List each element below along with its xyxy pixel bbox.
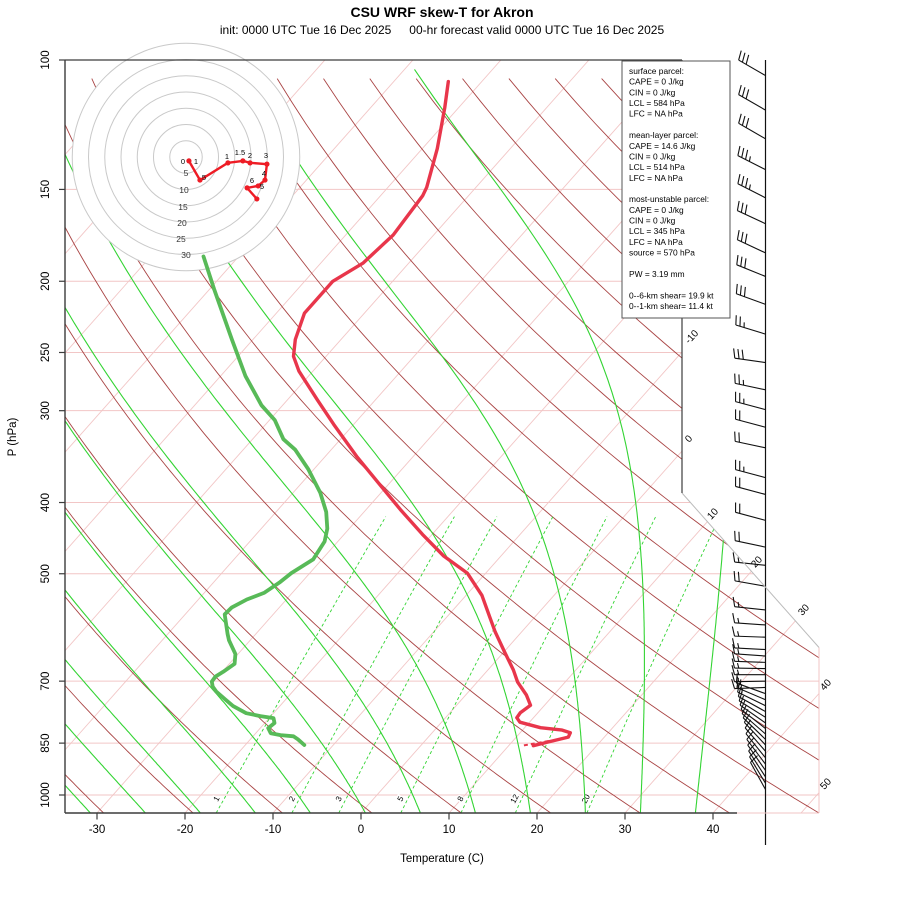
hodograph-height-label: 5: [260, 182, 264, 191]
y-tick-label: 150: [40, 180, 52, 199]
hodograph-point: [186, 158, 191, 163]
hodograph-height-label: 0: [181, 157, 185, 166]
hodograph-height-label: 1: [194, 157, 198, 166]
parcel-info-line: CAPE = 14.6 J/kg: [629, 141, 696, 151]
parcel-info-line: mean-layer parcel:: [629, 130, 698, 140]
x-tick-label: -20: [177, 824, 194, 836]
x-tick-label: 10: [443, 824, 456, 836]
parcel-info-line: CAPE = 0 J/kg: [629, 205, 684, 215]
x-tick-label: -10: [265, 824, 282, 836]
y-axis-label: P (hPa): [7, 417, 19, 456]
hodograph-point: [245, 185, 250, 190]
y-tick-label: 1000: [40, 782, 52, 808]
chart-subtitle: init: 0000 UTC Tue 16 Dec 2025 00-hr for…: [220, 23, 665, 37]
hodograph-ring-label: 20: [177, 218, 187, 228]
hodograph-ring-label: 10: [179, 185, 189, 195]
hodograph-height-label: 1: [225, 152, 229, 161]
y-tick-label: 100: [40, 50, 52, 69]
x-tick-label: -30: [89, 824, 106, 836]
wind-barb-half-feather: [741, 684, 742, 689]
parcel-info-line: PW = 3.19 mm: [629, 269, 685, 279]
parcel-info-line: source = 570 hPa: [629, 248, 695, 258]
hodograph-height-label: 6: [250, 176, 254, 185]
x-tick-label: 30: [619, 824, 632, 836]
hodograph-ring-label: 30: [181, 250, 191, 260]
y-tick-label: 200: [40, 272, 52, 291]
hodograph-height-label: 3: [264, 151, 268, 160]
parcel-info-line: LFC = NA hPa: [629, 173, 683, 183]
y-tick-label: 500: [40, 564, 52, 583]
parcel-info-line: LCL = 345 hPa: [629, 226, 685, 236]
parcel-info-line: LFC = NA hPa: [629, 109, 683, 119]
hodograph-height-label: 1.5: [235, 148, 245, 157]
parcel-info-line: 0--6-km shear= 19.9 kt: [629, 290, 714, 300]
hodograph-ring-label: 15: [178, 202, 188, 212]
y-tick-label: 700: [40, 672, 52, 691]
hodograph-point: [247, 160, 252, 165]
parcel-info-line: CIN = 0 J/kg: [629, 87, 676, 97]
hodograph-height-label: 4: [262, 169, 266, 178]
y-tick-label: 400: [40, 493, 52, 512]
hodograph-ring-label: 5: [184, 168, 189, 178]
y-tick-label: 300: [40, 401, 52, 420]
parcel-info-line: surface parcel:: [629, 66, 684, 76]
hodograph-ring-label: 25: [176, 234, 186, 244]
wind-barb-shaft: [735, 668, 766, 669]
x-tick-label: 40: [707, 824, 720, 836]
parcel-info-line: LFC = NA hPa: [629, 237, 683, 247]
hodograph-height-label: 2: [248, 151, 252, 160]
x-tick-label: 0: [358, 824, 364, 836]
chart-title: CSU WRF skew-T for Akron: [350, 4, 533, 20]
hodograph-height-label: 5: [202, 173, 206, 182]
x-axis-label: Temperature (C): [400, 853, 484, 865]
parcel-info-line: LCL = 584 hPa: [629, 98, 685, 108]
hodograph-point: [264, 162, 269, 167]
parcel-info-line: LCL = 514 hPa: [629, 162, 685, 172]
hodograph-point: [254, 196, 259, 201]
hodograph-point: [225, 160, 230, 165]
x-tick-label: 20: [531, 824, 544, 836]
y-tick-label: 850: [40, 734, 52, 753]
parcel-info-line: CIN = 0 J/kg: [629, 151, 676, 161]
y-tick-label: 250: [40, 343, 52, 362]
parcel-info-line: 0--1-km shear= 11.4 kt: [629, 301, 714, 311]
parcel-info-line: CIN = 0 J/kg: [629, 216, 676, 226]
parcel-info-line: CAPE = 0 J/kg: [629, 77, 684, 87]
parcel-info-line: most-unstable parcel:: [629, 194, 709, 204]
hodograph-point: [240, 158, 245, 163]
